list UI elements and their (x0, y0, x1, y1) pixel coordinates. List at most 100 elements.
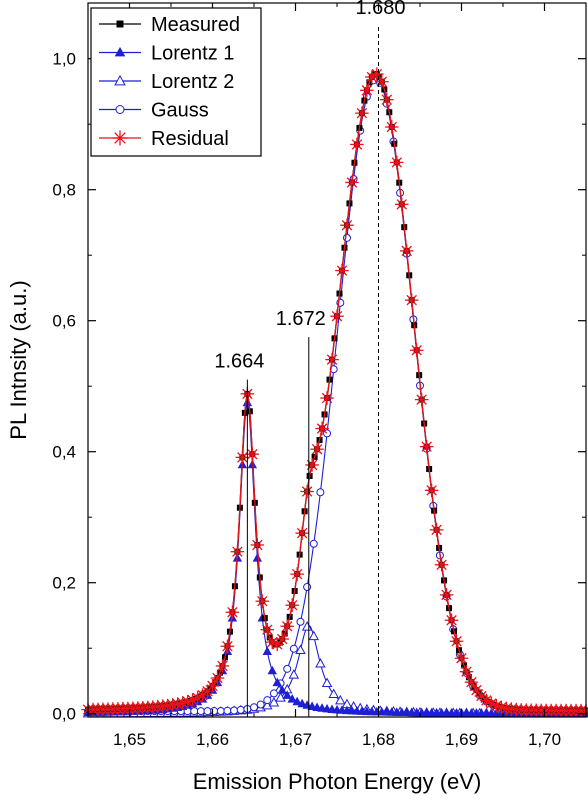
point-residual (290, 567, 304, 581)
point-residual (434, 558, 449, 572)
point-gauss (296, 617, 305, 626)
point-residual (275, 632, 289, 646)
point-residual (305, 458, 319, 472)
x-tick-label: 1,69 (445, 730, 478, 749)
axes-layer: 1,65 1,66 1,67 1,68 1,69 1,70 0,0 0,2 0,4 0,6 0,8 1… (52, 2, 587, 749)
point-lorentz-1 (272, 677, 282, 687)
legend-marker-lorentz-2 (114, 74, 126, 86)
point-lorentz-1 (267, 665, 277, 675)
point-gauss (303, 582, 312, 591)
point-residual (385, 120, 399, 134)
series-layer (81, 67, 588, 718)
legend-label: Gauss (151, 100, 209, 122)
point-gauss (236, 705, 245, 714)
x-tick-label: 1,67 (279, 730, 312, 749)
point-residual (315, 421, 329, 436)
point-gauss (203, 707, 212, 716)
point-residual (494, 700, 509, 715)
point-lorentz-1 (277, 685, 287, 694)
point-residual (375, 74, 389, 89)
x-tick-label: 1,70 (528, 730, 561, 749)
point-lorentz-1 (282, 690, 292, 699)
point-residual (370, 67, 384, 81)
point-residual (210, 671, 225, 685)
point-lorentz-2 (295, 644, 306, 655)
annotation-layer: 1.664 1.672 1.680 (214, 0, 406, 717)
y-tick-label: 0,2 (52, 574, 76, 593)
legend: Measured Lorentz 1 Lorentz 2 Gauss Residual (90, 7, 262, 157)
point-lorentz-2 (262, 699, 273, 710)
point-lorentz-1 (262, 646, 272, 655)
point-residual (380, 92, 394, 107)
point-lorentz-2 (321, 677, 333, 688)
point-residual (325, 352, 339, 367)
legend-label: Lorentz 2 (151, 71, 234, 93)
point-residual (409, 343, 424, 358)
point-lorentz-1 (292, 696, 302, 706)
legend-marker-residual (112, 130, 128, 146)
y-tick-label: 0,6 (52, 312, 76, 331)
series-residual (81, 67, 588, 718)
series-line-lorentz-1 (87, 402, 587, 715)
y-tick-label: 0,8 (52, 181, 76, 200)
point-gauss (250, 703, 258, 712)
peak-label: 1.680 (355, 0, 405, 19)
point-gauss (223, 706, 232, 715)
point-residual (360, 83, 374, 98)
point-lorentz-2 (268, 696, 280, 707)
point-residual (454, 651, 469, 665)
point-residual (330, 309, 344, 323)
point-residual (444, 613, 459, 628)
point-residual (399, 244, 414, 258)
point-residual (300, 484, 314, 499)
point-lorentz-1 (297, 698, 307, 708)
point-residual (424, 483, 439, 498)
point-residual (459, 664, 474, 679)
x-tick-label: 1,68 (362, 730, 395, 749)
point-residual (205, 679, 220, 693)
point-residual (394, 197, 409, 212)
point-residual (215, 659, 230, 673)
point-lorentz-2 (288, 669, 300, 679)
series-lorentz-1 (83, 397, 588, 717)
series-measured (85, 71, 588, 714)
point-lorentz-1 (287, 694, 297, 703)
point-gauss (263, 696, 272, 705)
point-lorentz-1 (312, 702, 322, 711)
point-residual (350, 137, 364, 152)
series-gauss (84, 76, 588, 716)
point-gauss (269, 689, 278, 698)
point-gauss (216, 706, 225, 715)
point-residual (345, 175, 359, 190)
point-lorentz-2 (335, 694, 346, 705)
point-residual (355, 106, 369, 120)
point-residual (225, 605, 240, 619)
point-residual (414, 392, 429, 407)
point-gauss (230, 706, 239, 715)
point-residual (295, 526, 309, 540)
point-residual (255, 594, 270, 608)
peak-label: 1.664 (214, 351, 264, 373)
x-tick-label: 1,65 (113, 730, 146, 749)
y-tick-label: 1,0 (52, 50, 76, 69)
legend-entry-lorentz-2: Lorentz 2 (99, 71, 234, 93)
y-axis-title: PL Intnsity (a.u.) (6, 280, 31, 439)
point-lorentz-2 (301, 621, 313, 631)
legend-marker-gauss (115, 105, 125, 114)
point-residual (310, 442, 324, 456)
point-residual (340, 218, 354, 232)
point-lorentz-2 (275, 692, 286, 702)
point-residual (230, 544, 245, 559)
point-residual (285, 598, 299, 612)
point-residual (220, 639, 235, 654)
point-gauss (283, 664, 292, 673)
series-line-gauss (88, 78, 586, 712)
x-axis-title: Emission Photon Energy (eV) (193, 769, 482, 794)
legend-entry-measured: Measured (99, 14, 240, 36)
point-residual (449, 634, 464, 649)
point-residual (250, 538, 265, 552)
point-residual (404, 293, 419, 307)
point-lorentz-1 (252, 553, 263, 562)
legend-label: Residual (151, 128, 229, 150)
